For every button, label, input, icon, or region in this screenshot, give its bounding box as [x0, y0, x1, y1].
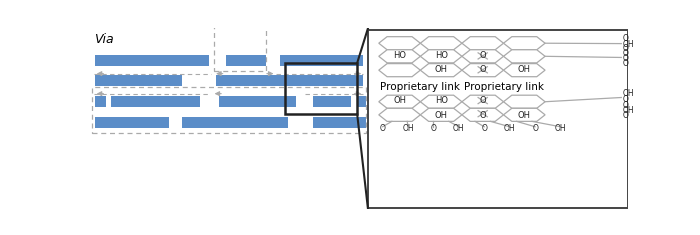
Bar — [95, 55, 209, 66]
Polygon shape — [503, 108, 545, 121]
Polygon shape — [379, 37, 420, 50]
Polygon shape — [420, 108, 462, 121]
Polygon shape — [462, 64, 503, 77]
Bar — [280, 75, 363, 86]
Text: OH: OH — [623, 40, 634, 49]
Text: O: O — [480, 96, 486, 105]
Bar — [285, 63, 357, 114]
Text: O: O — [532, 124, 538, 133]
Text: O: O — [623, 49, 629, 58]
Text: O: O — [430, 124, 436, 133]
Bar — [216, 75, 316, 86]
Text: Proprietary link: Proprietary link — [380, 82, 461, 92]
Text: O: O — [482, 124, 487, 133]
Polygon shape — [379, 64, 420, 77]
Text: OH: OH — [393, 96, 406, 105]
Text: OH: OH — [504, 124, 515, 133]
Bar — [92, 87, 366, 133]
Polygon shape — [503, 50, 545, 63]
Bar — [214, 25, 266, 71]
Text: OH: OH — [435, 111, 447, 120]
Bar — [181, 117, 288, 128]
Polygon shape — [462, 95, 503, 108]
Polygon shape — [379, 108, 420, 121]
Polygon shape — [420, 64, 462, 77]
Text: O: O — [623, 101, 629, 110]
Bar — [111, 96, 200, 107]
Polygon shape — [379, 50, 420, 63]
Text: O: O — [623, 95, 629, 104]
Text: HO: HO — [393, 51, 406, 60]
Text: OH: OH — [623, 106, 634, 115]
Polygon shape — [420, 37, 462, 50]
Text: O: O — [480, 51, 486, 60]
Polygon shape — [462, 108, 503, 121]
Polygon shape — [503, 37, 545, 50]
Text: O: O — [480, 111, 486, 120]
Text: O: O — [379, 124, 386, 133]
Text: OH: OH — [518, 111, 531, 120]
Polygon shape — [420, 50, 462, 63]
Text: OH: OH — [554, 124, 566, 133]
Text: OH: OH — [518, 65, 531, 74]
Polygon shape — [503, 64, 545, 77]
Bar — [368, 30, 629, 208]
Polygon shape — [462, 37, 503, 50]
Text: O: O — [623, 35, 629, 43]
Text: Via: Via — [94, 33, 113, 46]
Text: OH: OH — [623, 89, 634, 98]
Bar — [225, 55, 265, 66]
Bar — [218, 96, 295, 107]
Text: O: O — [623, 44, 629, 54]
Bar — [357, 96, 366, 107]
Polygon shape — [379, 95, 420, 108]
Text: Proprietary link: Proprietary link — [463, 82, 543, 92]
Text: OH: OH — [453, 124, 465, 133]
Text: HO: HO — [435, 51, 447, 60]
Text: OH: OH — [435, 65, 447, 74]
Text: OH: OH — [402, 124, 414, 133]
Text: HO: HO — [435, 96, 447, 105]
Text: O: O — [480, 65, 486, 74]
Bar — [95, 117, 169, 128]
Polygon shape — [462, 50, 503, 63]
Polygon shape — [503, 95, 545, 108]
Text: O: O — [623, 59, 629, 68]
Polygon shape — [420, 95, 462, 108]
Bar — [95, 75, 181, 86]
Bar — [95, 96, 106, 107]
Bar — [280, 55, 363, 66]
Text: O: O — [623, 111, 629, 121]
Text: O: O — [623, 54, 629, 63]
Bar — [312, 96, 351, 107]
Bar — [312, 117, 366, 128]
